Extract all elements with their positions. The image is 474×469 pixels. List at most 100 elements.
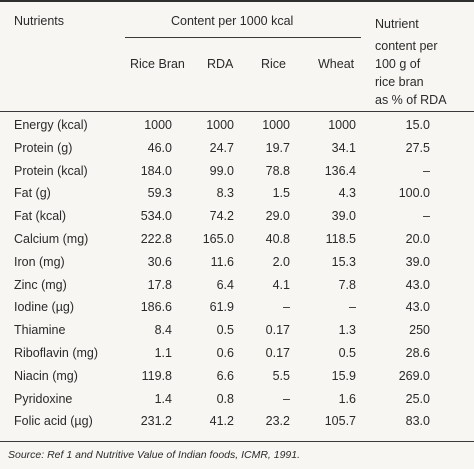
row-pct: –	[423, 209, 430, 223]
row-name: Riboflavin (mg)	[14, 346, 99, 360]
row-pct: 15.0	[405, 118, 430, 132]
row-rice: 0.17	[265, 323, 290, 337]
row-rice-bran: 231.2	[140, 414, 172, 428]
row-rice: 23.2	[265, 414, 290, 428]
row-rice: 4.1	[272, 278, 290, 292]
row-name: Niacin (mg)	[14, 369, 78, 383]
row-rice-bran: 1.1	[154, 346, 172, 360]
row-wheat: 1.3	[338, 323, 356, 337]
row-pct: 43.0	[405, 278, 430, 292]
row-pct: 28.6	[405, 346, 430, 360]
header-col-rice: Rice	[261, 57, 287, 71]
header-col-wheat: Wheat	[318, 57, 355, 71]
row-name: Thiamine	[14, 323, 66, 337]
row-wheat: 15.3	[331, 255, 356, 269]
row-rda: 74.2	[209, 209, 234, 223]
row-rda: 165.0	[202, 232, 234, 246]
row-wheat: 39.0	[331, 209, 356, 223]
row-name: Pyridoxine	[14, 392, 73, 406]
row-wheat: 7.8	[338, 278, 356, 292]
row-pct: 27.5	[405, 141, 430, 155]
top-rule	[0, 0, 474, 2]
row-rda: 24.7	[209, 141, 234, 155]
row-rice-bran: 46.0	[147, 141, 172, 155]
row-rice: 1.5	[272, 186, 290, 200]
header-col-rice-bran: Rice Bran	[130, 57, 185, 71]
row-name: Folic acid (µg)	[14, 414, 93, 428]
row-pct: –	[423, 164, 430, 178]
header-last-line-1: Nutrient	[375, 17, 419, 31]
row-name: Fat (g)	[14, 186, 51, 200]
row-wheat: 136.4	[324, 164, 356, 178]
row-name: Protein (kcal)	[14, 164, 88, 178]
row-rice-bran: 8.4	[154, 323, 172, 337]
row-wheat: 1000	[328, 118, 356, 132]
header-last-line-5: as % of RDA	[375, 93, 447, 107]
group-underline	[125, 37, 361, 38]
header-nutrients: Nutrients	[14, 14, 65, 28]
header-group: Content per 1000 kcal	[171, 14, 294, 28]
row-rda: 11.6	[210, 255, 234, 269]
row-name: Energy (kcal)	[14, 118, 88, 132]
table-bottom-rule	[0, 441, 474, 442]
source-note: Source: Ref 1 and Nutritive Value of Ind…	[8, 449, 301, 461]
header-last-line-4: rice bran	[375, 75, 424, 89]
header-col-rda: RDA	[207, 57, 234, 71]
row-rice-bran: 1.4	[154, 392, 172, 406]
row-pct: 269.0	[398, 369, 430, 383]
row-rice-bran: 59.3	[147, 186, 172, 200]
row-name: Fat (kcal)	[14, 209, 67, 223]
row-rice: 2.0	[272, 255, 290, 269]
row-rda: 0.5	[216, 323, 234, 337]
row-pct: 20.0	[405, 232, 430, 246]
row-pct: 250	[409, 323, 430, 337]
row-rice: 19.7	[265, 141, 290, 155]
row-rda: 6.4	[216, 278, 234, 292]
row-rice-bran: 1000	[144, 118, 172, 132]
row-rda: 0.6	[216, 346, 234, 360]
row-rice: 29.0	[265, 209, 290, 223]
row-pct: 83.0	[405, 414, 430, 428]
row-rice-bran: 186.6	[140, 300, 172, 314]
row-pct: 100.0	[398, 186, 430, 200]
row-name: Calcium (mg)	[14, 232, 89, 246]
row-wheat: 0.5	[338, 346, 356, 360]
header-last-line-3: 100 g of	[375, 57, 421, 71]
row-rda: 0.8	[216, 392, 234, 406]
row-rice: 40.8	[265, 232, 290, 246]
row-rice: –	[283, 300, 290, 314]
row-wheat: 1.6	[338, 392, 356, 406]
row-rda: 61.9	[209, 300, 234, 314]
row-wheat: –	[349, 300, 356, 314]
row-wheat: 4.3	[338, 186, 356, 200]
row-rda: 8.3	[216, 186, 234, 200]
row-rice: 1000	[262, 118, 290, 132]
row-pct: 25.0	[405, 392, 430, 406]
row-name: Iodine (µg)	[14, 300, 75, 314]
row-rice: –	[283, 392, 290, 406]
row-rice-bran: 30.6	[147, 255, 172, 269]
row-rice-bran: 119.8	[141, 369, 172, 383]
row-rda: 1000	[206, 118, 234, 132]
row-name: Zinc (mg)	[14, 278, 67, 292]
row-name: Protein (g)	[14, 141, 73, 155]
row-rice: 78.8	[265, 164, 290, 178]
row-pct: 43.0	[405, 300, 430, 314]
row-rice-bran: 17.8	[147, 278, 172, 292]
row-rice: 0.17	[265, 346, 290, 360]
row-rice-bran: 534.0	[140, 209, 172, 223]
row-wheat: 34.1	[331, 141, 356, 155]
row-rice-bran: 222.8	[140, 232, 172, 246]
row-rice-bran: 184.0	[140, 164, 172, 178]
row-wheat: 118.5	[325, 232, 356, 246]
row-wheat: 15.9	[331, 369, 356, 383]
row-name: Iron (mg)	[14, 255, 65, 269]
row-rda: 41.2	[209, 414, 234, 428]
header-last-line-2: content per	[375, 39, 438, 53]
row-rda: 99.0	[209, 164, 234, 178]
row-rice: 5.5	[272, 369, 290, 383]
row-rda: 6.6	[216, 369, 234, 383]
row-pct: 39.0	[405, 255, 430, 269]
row-wheat: 105.7	[324, 414, 356, 428]
